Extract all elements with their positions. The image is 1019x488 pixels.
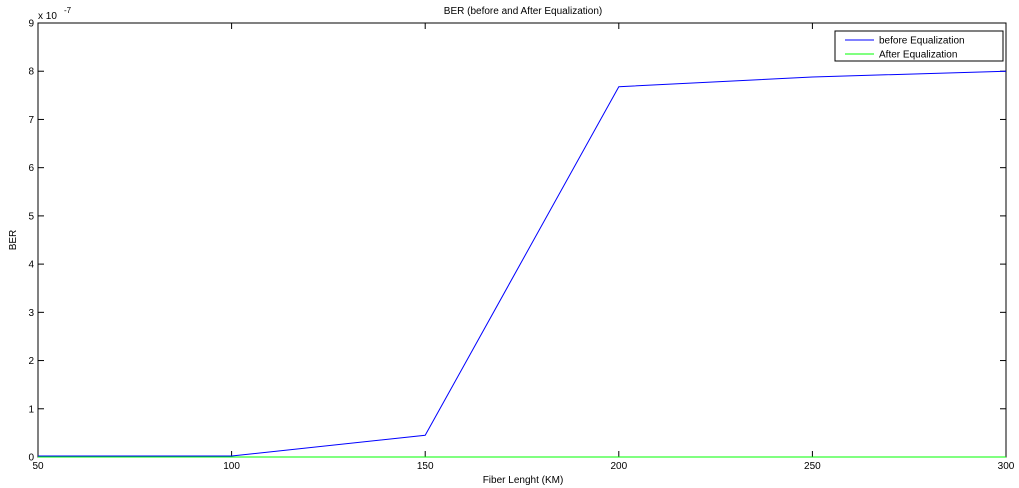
- y-exponent-base: x 10: [38, 11, 57, 22]
- y-exponent-power: -7: [64, 6, 72, 15]
- legend-label: before Equalization: [879, 36, 965, 47]
- y-axis: 0 1 2 3 4 5 6 7 8 9: [28, 19, 1006, 464]
- y-tick-label: 5: [28, 211, 34, 222]
- legend-label: After Equalization: [879, 50, 957, 61]
- x-tick-label: 100: [223, 461, 240, 472]
- x-tick-label: 300: [998, 461, 1015, 472]
- x-axis-title: Fiber Lenght (KM): [483, 475, 564, 486]
- y-tick-label: 2: [28, 356, 34, 367]
- plot-area: [37, 22, 1007, 458]
- y-tick-label: 0: [28, 453, 34, 464]
- series-lines: [38, 70, 1007, 458]
- x-axis: 50 100 150 200 250 300: [32, 23, 1015, 472]
- legend: before Equalization After Equalization: [834, 30, 1004, 62]
- y-tick-label: 6: [28, 163, 34, 174]
- y-tick-label: 3: [28, 308, 34, 319]
- y-tick-label: 4: [28, 260, 34, 271]
- series-line-before-equalization: [38, 70, 1007, 457]
- y-axis-title: BER: [8, 230, 19, 251]
- x-tick-label: 150: [417, 461, 434, 472]
- y-tick-label: 8: [28, 67, 34, 78]
- x-tick-label: 50: [32, 461, 44, 472]
- x-tick-label: 200: [610, 461, 627, 472]
- y-tick-label: 9: [28, 19, 34, 30]
- chart-title: BER (before and After Equalization): [444, 6, 602, 17]
- x-tick-label: 250: [804, 461, 821, 472]
- legend-box: [834, 30, 1004, 62]
- y-tick-label: 1: [28, 404, 34, 415]
- y-tick-label: 7: [28, 115, 34, 126]
- y-axis-exponent: x 10 -7: [38, 6, 72, 22]
